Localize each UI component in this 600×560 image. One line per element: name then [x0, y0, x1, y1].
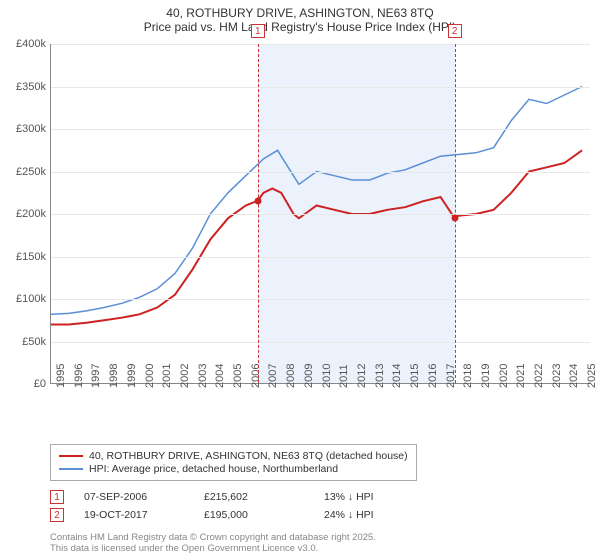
gridline — [51, 87, 590, 88]
x-axis-label: 2014 — [391, 364, 403, 388]
title-line-1: 40, ROTHBURY DRIVE, ASHINGTON, NE63 8TQ — [0, 6, 600, 20]
x-axis-label: 2004 — [214, 364, 226, 388]
footer: Contains HM Land Registry data © Crown c… — [50, 532, 376, 554]
x-axis-label: 2023 — [551, 364, 563, 388]
x-axis-label: 2018 — [462, 364, 474, 388]
x-axis-label: 2012 — [356, 364, 368, 388]
x-axis-label: 2019 — [480, 364, 492, 388]
x-axis-label: 1997 — [90, 364, 102, 388]
x-axis-label: 2020 — [498, 364, 510, 388]
y-axis-label: £350k — [16, 81, 46, 93]
x-axis-label: 2000 — [144, 364, 156, 388]
sales-delta: 13% ↓ HPI — [324, 491, 424, 503]
y-axis-label: £150k — [16, 251, 46, 263]
x-axis-label: 2024 — [568, 364, 580, 388]
gridline — [51, 172, 590, 173]
gridline — [51, 299, 590, 300]
legend-swatch — [59, 455, 83, 457]
x-axis-label: 1999 — [126, 364, 138, 388]
sales-delta: 24% ↓ HPI — [324, 509, 424, 521]
sales-row-marker: 2 — [50, 508, 64, 522]
footer-line-1: Contains HM Land Registry data © Crown c… — [50, 532, 376, 543]
x-axis-label: 2010 — [321, 364, 333, 388]
x-axis-label: 2009 — [303, 364, 315, 388]
y-axis-label: £0 — [34, 378, 46, 390]
legend-label: HPI: Average price, detached house, Nort… — [89, 463, 338, 475]
x-axis-label: 2003 — [197, 364, 209, 388]
y-axis-label: £200k — [16, 208, 46, 220]
x-axis-label: 2016 — [427, 364, 439, 388]
sales-price: £195,000 — [204, 509, 304, 521]
x-axis-label: 2008 — [285, 364, 297, 388]
sale-marker-box: 1 — [251, 24, 265, 38]
sale-point — [451, 215, 458, 222]
x-axis-label: 2011 — [338, 364, 350, 388]
chart-area: £0£50k£100k£150k£200k£250k£300k£350k£400… — [50, 44, 590, 414]
x-axis-label: 1996 — [73, 364, 85, 388]
y-axis-label: £50k — [22, 336, 46, 348]
x-axis-label: 1998 — [108, 364, 120, 388]
legend-item: HPI: Average price, detached house, Nort… — [59, 463, 408, 475]
legend: 40, ROTHBURY DRIVE, ASHINGTON, NE63 8TQ … — [50, 444, 417, 481]
sale-marker-box: 2 — [448, 24, 462, 38]
x-axis-label: 2002 — [179, 364, 191, 388]
x-axis-label: 2015 — [409, 364, 421, 388]
gridline — [51, 342, 590, 343]
footer-line-2: This data is licensed under the Open Gov… — [50, 543, 376, 554]
gridline — [51, 214, 590, 215]
x-axis-label: 2022 — [533, 364, 545, 388]
y-axis-label: £250k — [16, 166, 46, 178]
sales-row: 2 19-OCT-2017 £195,000 24% ↓ HPI — [50, 508, 424, 522]
sales-row: 1 07-SEP-2006 £215,602 13% ↓ HPI — [50, 490, 424, 504]
x-axis-label: 2013 — [374, 364, 386, 388]
legend-item: 40, ROTHBURY DRIVE, ASHINGTON, NE63 8TQ … — [59, 450, 408, 462]
sale-point — [254, 197, 261, 204]
x-axis-label: 1995 — [55, 364, 67, 388]
chart-title-block: 40, ROTHBURY DRIVE, ASHINGTON, NE63 8TQ … — [0, 0, 600, 34]
x-axis-label: 2021 — [515, 364, 527, 388]
y-axis-label: £100k — [16, 293, 46, 305]
sales-price: £215,602 — [204, 491, 304, 503]
gridline — [51, 44, 590, 45]
x-axis-label: 2005 — [232, 364, 244, 388]
x-axis-label: 2025 — [586, 364, 598, 388]
legend-swatch — [59, 468, 83, 470]
sale-marker-line — [258, 44, 259, 383]
gridline — [51, 129, 590, 130]
sales-date: 19-OCT-2017 — [84, 509, 184, 521]
sale-marker-line — [455, 44, 456, 383]
y-axis-label: £400k — [16, 38, 46, 50]
gridline — [51, 257, 590, 258]
title-line-2: Price paid vs. HM Land Registry's House … — [0, 20, 600, 34]
x-axis-label: 2007 — [267, 364, 279, 388]
x-axis-label: 2006 — [250, 364, 262, 388]
plot: £0£50k£100k£150k£200k£250k£300k£350k£400… — [50, 44, 590, 384]
y-axis-label: £300k — [16, 123, 46, 135]
sales-date: 07-SEP-2006 — [84, 491, 184, 503]
legend-label: 40, ROTHBURY DRIVE, ASHINGTON, NE63 8TQ … — [89, 450, 408, 462]
sales-table: 1 07-SEP-2006 £215,602 13% ↓ HPI 2 19-OCT-201… — [50, 490, 424, 526]
x-axis-label: 2001 — [161, 364, 173, 388]
sales-row-marker: 1 — [50, 490, 64, 504]
